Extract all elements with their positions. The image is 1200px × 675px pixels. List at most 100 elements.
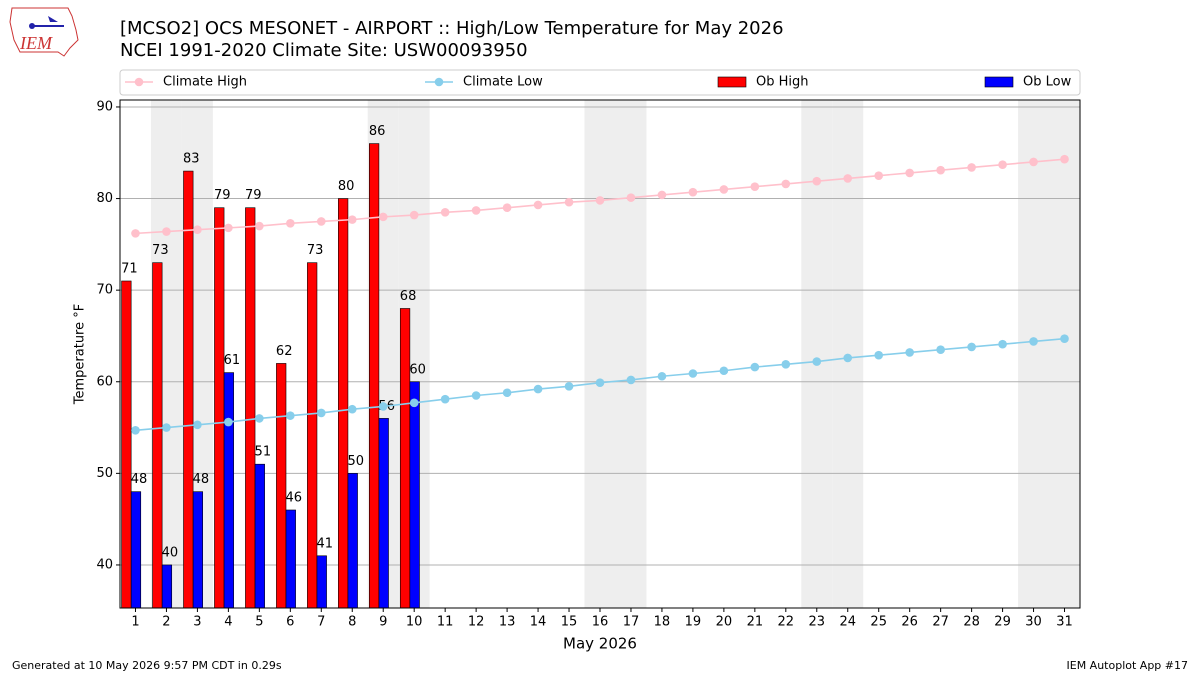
x-tick-label: 9 <box>379 615 387 630</box>
x-tick-label: 27 <box>932 615 949 630</box>
x-tick-label: 13 <box>499 615 516 630</box>
point <box>750 362 760 372</box>
y-tick-label: 40 <box>96 557 113 572</box>
legend-label: Ob High <box>756 75 809 90</box>
point <box>781 179 791 189</box>
x-tick-label: 29 <box>994 615 1011 630</box>
weekend-band <box>615 100 647 608</box>
value-label: 40 <box>162 545 179 560</box>
x-tick-label: 25 <box>870 615 887 630</box>
logo: IEM <box>9 7 79 57</box>
x-tick-label: 11 <box>437 615 454 630</box>
y-axis-label: Temperature °F <box>73 304 88 405</box>
bar <box>409 381 420 609</box>
point <box>750 182 760 191</box>
bar <box>276 363 287 609</box>
x-tick-label: 24 <box>839 615 856 630</box>
value-label: 71 <box>121 261 138 276</box>
x-tick-label: 20 <box>716 615 733 630</box>
legend-marker <box>434 77 444 87</box>
bar <box>121 280 132 609</box>
point <box>471 391 481 400</box>
bar <box>223 372 234 609</box>
point <box>812 357 822 366</box>
point <box>255 221 264 231</box>
point <box>286 218 295 228</box>
bar <box>378 418 389 609</box>
bar <box>285 509 296 609</box>
point <box>626 193 636 202</box>
value-label: 83 <box>183 152 200 167</box>
bar <box>316 555 327 609</box>
point <box>998 160 1007 169</box>
point <box>781 360 791 369</box>
x-tick-label: 8 <box>348 615 356 630</box>
y-tick-label: 90 <box>96 99 113 114</box>
legend-marker <box>134 77 144 87</box>
legend-label: Climate Low <box>463 75 543 90</box>
y-tick-label: 80 <box>96 191 113 206</box>
bar <box>347 473 358 609</box>
point <box>1029 157 1038 167</box>
value-label: 62 <box>276 344 293 359</box>
value-label: 50 <box>347 454 364 469</box>
value-label: 46 <box>286 490 303 505</box>
bar <box>130 491 142 609</box>
point <box>843 174 853 183</box>
y-tick-label: 70 <box>96 283 113 298</box>
point <box>688 187 698 197</box>
bar <box>214 207 225 609</box>
point <box>347 404 357 414</box>
point <box>162 227 171 236</box>
x-tick-label: 4 <box>224 615 232 630</box>
point <box>874 171 884 180</box>
bar <box>307 262 318 609</box>
point <box>719 185 729 194</box>
x-tick-label: 6 <box>286 615 294 630</box>
point <box>316 408 326 418</box>
point <box>224 417 233 427</box>
point <box>905 348 914 357</box>
bar <box>369 143 380 609</box>
weekend-band <box>584 100 616 608</box>
point <box>440 207 450 217</box>
x-tick-label: 12 <box>468 615 485 630</box>
chart-title: [MCSO2] OCS MESONET - AIRPORT :: High/Lo… <box>120 18 784 39</box>
point <box>657 371 667 381</box>
point <box>162 423 171 432</box>
weekend-band <box>1018 100 1050 608</box>
legend-box <box>119 69 1081 96</box>
point <box>533 200 543 210</box>
x-tick-label: 5 <box>255 615 263 630</box>
point <box>255 414 264 423</box>
legend-label: Ob Low <box>1023 75 1072 90</box>
point <box>595 378 605 387</box>
bar <box>338 198 349 609</box>
point <box>409 398 419 408</box>
x-axis-label: May 2026 <box>563 635 637 653</box>
footer-right: IEM Autoplot App #17 <box>1067 659 1189 672</box>
point <box>564 382 574 391</box>
weekend-band <box>1049 100 1080 608</box>
weekend-band <box>801 100 833 608</box>
point <box>316 217 326 226</box>
legend-swatch <box>717 76 747 88</box>
bar <box>192 491 203 609</box>
footer-left: Generated at 10 May 2026 9:57 PM CDT in … <box>12 659 282 672</box>
x-tick-label: 26 <box>901 615 918 630</box>
point <box>378 402 388 411</box>
point <box>1060 334 1069 344</box>
x-tick-label: 21 <box>747 615 764 630</box>
x-tick-label: 22 <box>778 615 795 630</box>
value-label: 41 <box>316 536 333 551</box>
point <box>502 203 512 213</box>
point <box>998 339 1007 349</box>
bar <box>183 170 194 609</box>
y-tick-label: 60 <box>96 374 113 389</box>
x-tick-label: 2 <box>162 615 170 630</box>
x-tick-label: 19 <box>685 615 702 630</box>
point <box>471 206 481 215</box>
plot-frame <box>119 99 1081 609</box>
value-label: 68 <box>400 289 417 304</box>
